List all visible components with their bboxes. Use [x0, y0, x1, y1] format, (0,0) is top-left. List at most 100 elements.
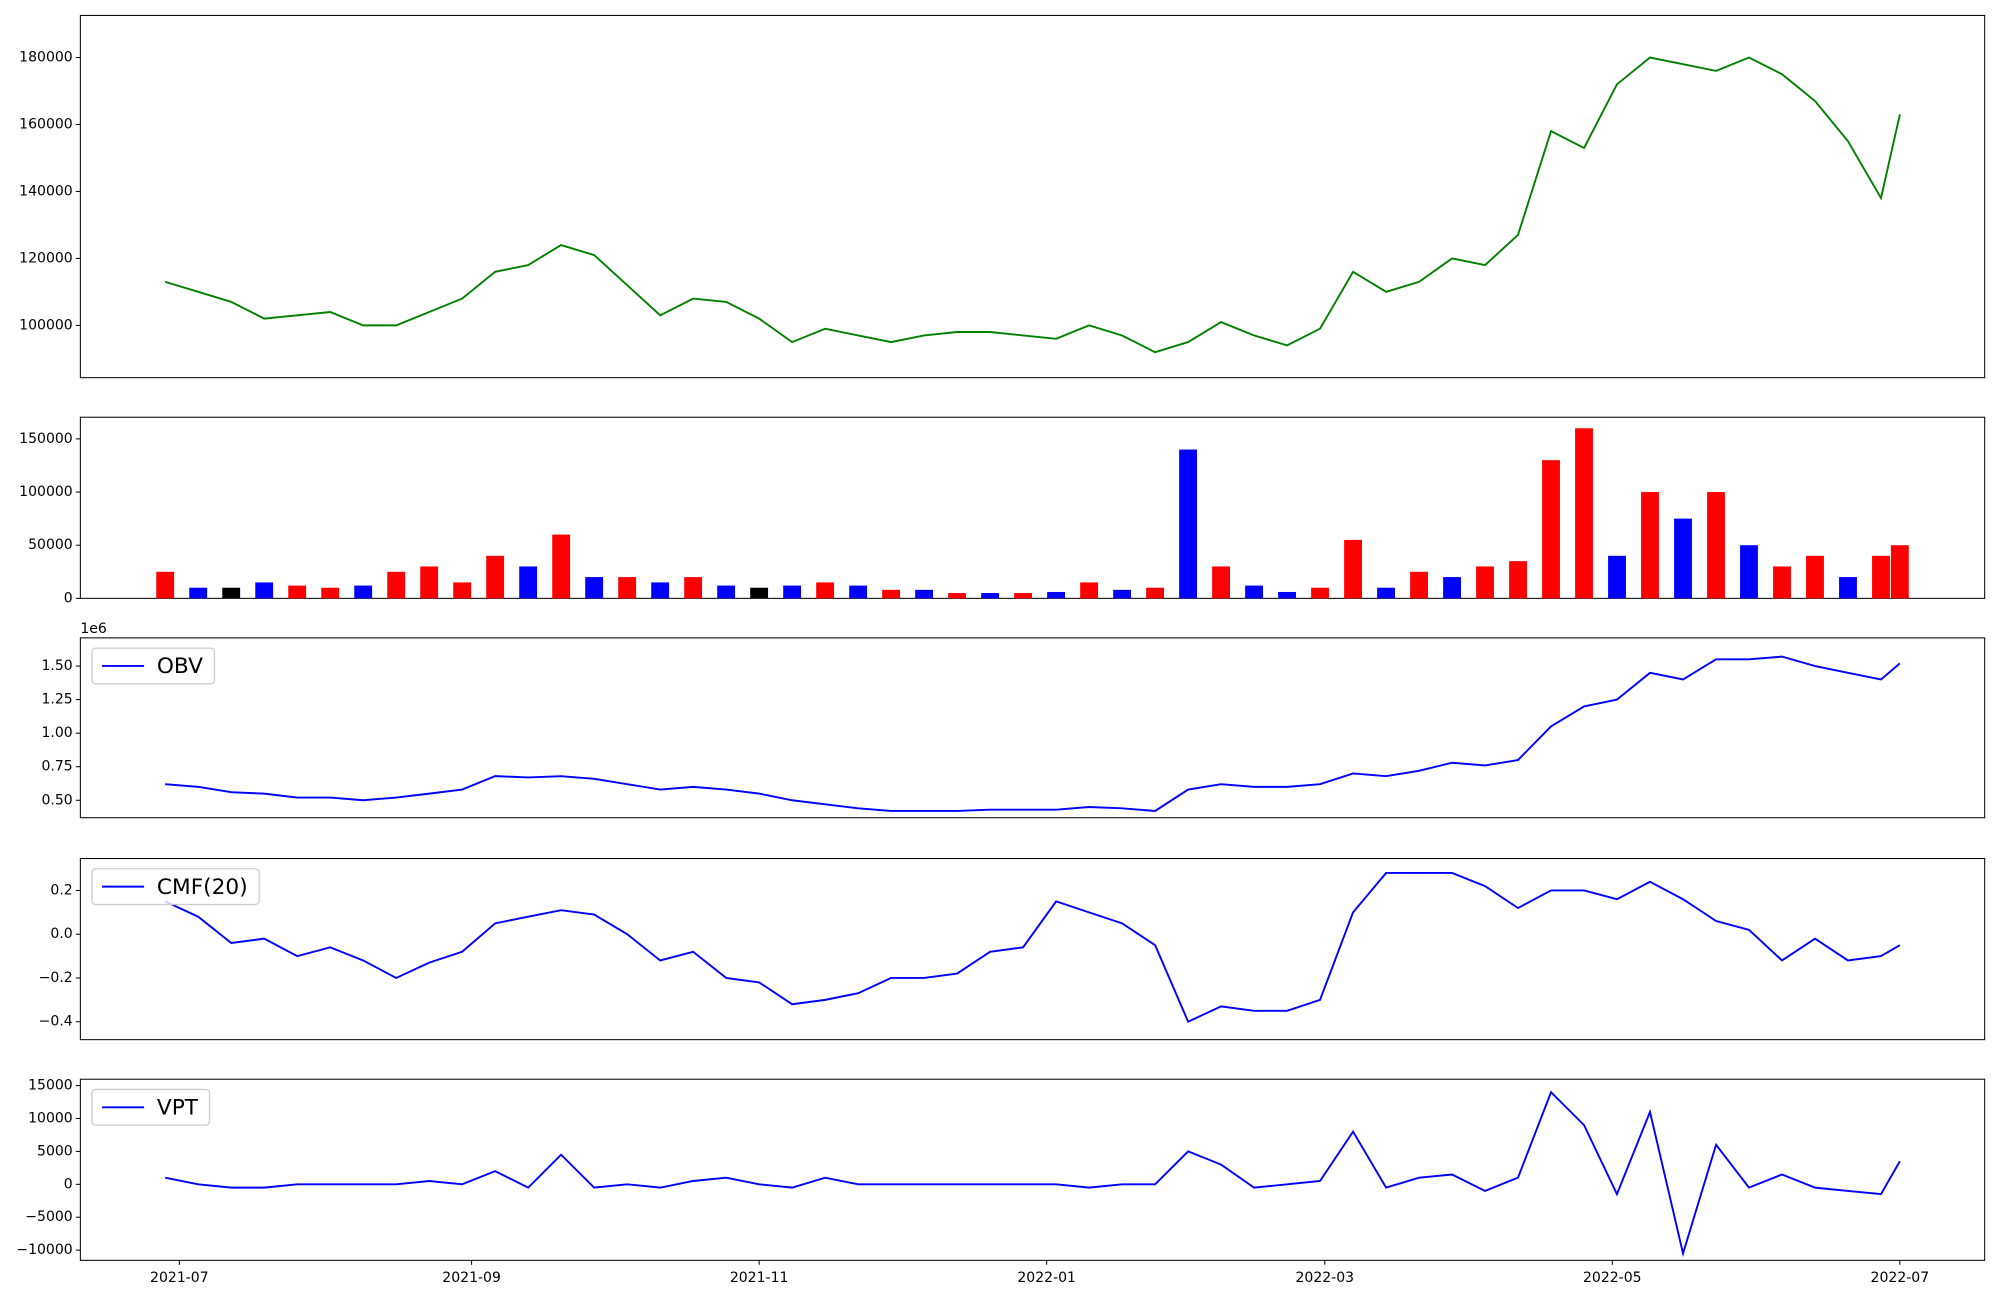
line: [164, 1090, 1901, 1258]
x-tick-label: 2022-01: [1017, 1270, 1076, 1286]
y-tick-label: 1.25: [41, 692, 72, 708]
y-tick-label: 0.50: [41, 792, 72, 808]
y-tick-label: 120000: [19, 250, 73, 266]
bar: [1509, 561, 1527, 599]
bar: [156, 571, 175, 599]
bar: [387, 571, 406, 599]
bar: [1542, 460, 1560, 599]
bar: [189, 587, 208, 599]
line: [164, 872, 1901, 1023]
legend-box: [91, 647, 216, 685]
y-tick-label: 1.50: [41, 658, 72, 674]
bar: [1245, 585, 1263, 599]
bar: [1278, 591, 1296, 599]
bar: [420, 566, 439, 599]
bar: [1344, 539, 1362, 599]
y-tick-label: 5000: [37, 1143, 73, 1159]
bar: [849, 585, 868, 599]
plot-frame: [79, 1078, 1986, 1261]
bar: [981, 593, 1000, 599]
bar: [552, 534, 571, 599]
plot-frame: [79, 637, 1986, 819]
bar: [255, 582, 274, 599]
y-tick-label: 1.00: [41, 725, 72, 741]
x-tick-label: 2021-09: [442, 1270, 501, 1286]
bar: [1014, 593, 1033, 599]
bar: [948, 593, 967, 599]
bar: [684, 577, 703, 599]
bar: [1740, 545, 1758, 599]
legend-box: [91, 868, 260, 906]
bar: [717, 585, 736, 599]
line: [165, 655, 1901, 812]
y-tick-label: 15000: [28, 1078, 73, 1094]
bar: [1575, 428, 1593, 599]
y-tick-label: 180000: [19, 50, 73, 66]
bar: [1674, 518, 1692, 599]
y-tick-label: −10000: [16, 1242, 72, 1258]
x-tick-label: 2022-03: [1295, 1270, 1354, 1286]
bar: [519, 566, 538, 599]
bar: [354, 585, 373, 599]
bar: [816, 582, 835, 599]
bar: [1872, 555, 1890, 599]
bar: [1146, 587, 1165, 599]
y-tick-label: 150000: [19, 431, 73, 447]
bar: [1806, 555, 1824, 599]
bar: [486, 555, 505, 599]
offset-label: 1e6: [80, 621, 107, 637]
bar: [1212, 566, 1231, 599]
plot-frame: [79, 416, 1986, 599]
y-tick-label: 140000: [19, 183, 73, 199]
bar: [1410, 571, 1428, 599]
legend-label: OBV: [157, 654, 203, 679]
legend-box: [91, 1088, 211, 1126]
y-tick-label: 0.0: [50, 926, 72, 942]
bar: [1179, 449, 1198, 599]
bar: [453, 582, 472, 599]
bar: [1641, 492, 1659, 599]
plot-frame: [79, 858, 1986, 1041]
y-tick-label: −0.4: [39, 1014, 73, 1030]
y-tick-label: 50000: [28, 537, 73, 553]
plot-frame: [79, 14, 1986, 379]
bar: [1113, 589, 1132, 599]
legend-label: VPT: [157, 1096, 199, 1121]
bar: [882, 589, 901, 599]
y-tick-label: 0: [64, 590, 73, 606]
y-tick-label: −0.2: [39, 970, 73, 986]
bar: [915, 589, 934, 599]
bar: [1839, 577, 1857, 599]
bar: [1377, 587, 1395, 599]
y-tick-label: 0.75: [41, 759, 72, 775]
bar: [1707, 492, 1725, 599]
bar: [1476, 566, 1494, 599]
bar: [1080, 582, 1099, 599]
bar: [618, 577, 637, 599]
y-tick-label: 100000: [19, 317, 73, 333]
y-tick-label: 0: [64, 1176, 73, 1192]
bar: [222, 587, 241, 599]
bar: [783, 585, 802, 599]
bar: [585, 577, 604, 599]
bar: [1443, 577, 1461, 599]
x-tick-label: 2022-07: [1871, 1270, 1930, 1286]
y-tick-label: 0.2: [50, 882, 72, 898]
y-tick-label: 100000: [19, 484, 73, 500]
bar: [1047, 591, 1066, 599]
legend-label: CMF(20): [157, 875, 248, 900]
line: [164, 56, 1901, 354]
y-tick-label: −5000: [25, 1209, 72, 1225]
bar: [1311, 587, 1329, 599]
bar: [1608, 555, 1626, 599]
bar: [321, 587, 340, 599]
x-tick-label: 2022-05: [1583, 1270, 1642, 1286]
bar: [1773, 566, 1791, 599]
y-tick-label: 160000: [19, 116, 73, 132]
bar: [651, 582, 670, 599]
x-tick-label: 2021-07: [150, 1270, 209, 1286]
x-tick-label: 2021-11: [730, 1270, 789, 1286]
bar: [750, 587, 769, 599]
bar: [288, 585, 307, 599]
